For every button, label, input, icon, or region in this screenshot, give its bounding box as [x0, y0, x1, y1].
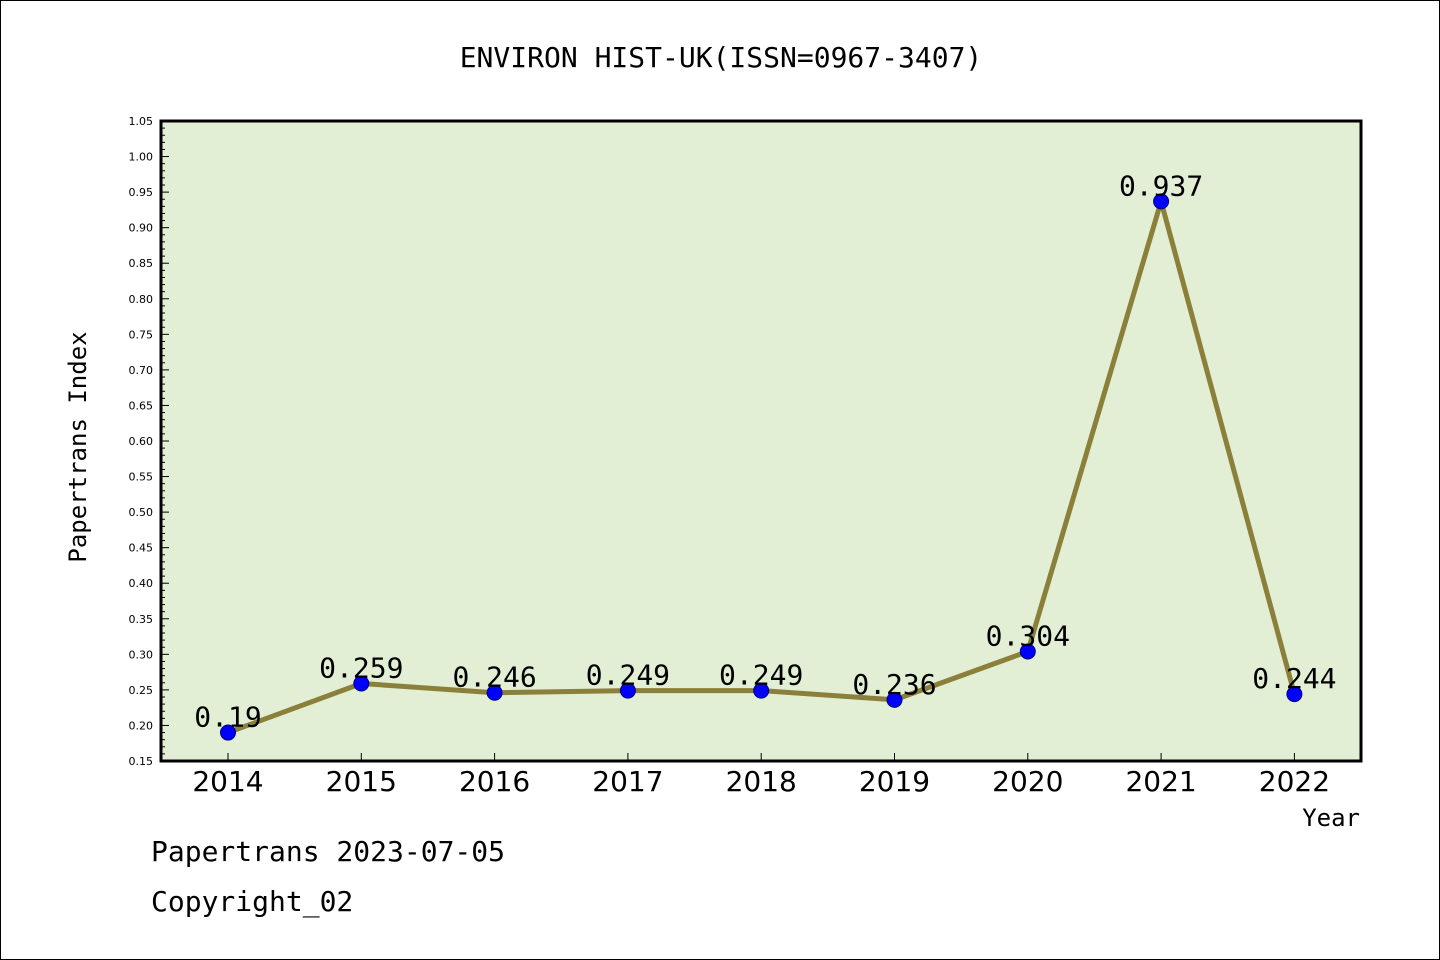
- data-point: [1286, 686, 1303, 703]
- y-tick-label: 0.55: [129, 471, 154, 484]
- y-tick-label: 0.45: [129, 542, 154, 555]
- series-group: 0.19 0.259 0.246 0.249 0.249 0.236 0.304 0.937 0…: [194, 169, 1337, 741]
- data-label: 0.937: [1119, 169, 1203, 202]
- data-label: 0.304: [986, 619, 1070, 652]
- y-tick-label: 0.70: [129, 364, 154, 377]
- y-tick-label: 0.15: [129, 755, 154, 768]
- plot-area: [161, 121, 1361, 761]
- x-tick-label: 2022: [1259, 765, 1330, 798]
- y-tick-label: 0.25: [129, 684, 154, 697]
- data-point: [1019, 643, 1036, 660]
- y-tick-label: 0.40: [129, 577, 154, 590]
- data-label: 0.246: [452, 661, 536, 694]
- data-point: [486, 684, 503, 701]
- y-tick-label: 1.05: [129, 115, 154, 128]
- y-tick-label: 0.30: [129, 648, 154, 661]
- data-label: 0.244: [1252, 662, 1336, 695]
- data-label: 0.236: [852, 668, 936, 701]
- x-axis-label: Year: [1302, 804, 1360, 832]
- y-axis-label: Papertrans Index: [64, 331, 92, 562]
- x-tick-label: 2016: [459, 765, 530, 798]
- y-tick-label: 0.90: [129, 222, 154, 235]
- y-tick-label: 1.00: [129, 151, 154, 164]
- y-tick-label: 0.35: [129, 613, 154, 626]
- data-label: 0.259: [319, 651, 403, 684]
- data-label: 0.19: [194, 701, 261, 734]
- data-point: [886, 691, 903, 708]
- footer-source: Papertrans 2023-07-05: [151, 835, 506, 868]
- y-tick-label: 0.60: [129, 435, 154, 448]
- x-tick-label: 2017: [592, 765, 663, 798]
- x-tick-label: 2021: [1125, 765, 1196, 798]
- data-point: [619, 682, 636, 699]
- y-tick-label: 0.75: [129, 328, 154, 341]
- x-tick-label: 2020: [992, 765, 1063, 798]
- x-tick-label: 2015: [326, 765, 397, 798]
- data-label: 0.249: [586, 659, 670, 692]
- x-tick-label: 2018: [726, 765, 797, 798]
- y-tick-label: 0.95: [129, 186, 154, 199]
- data-point: [220, 724, 236, 741]
- footer-copyright: Copyright_02: [151, 885, 354, 918]
- x-tick-label: 2014: [192, 765, 263, 798]
- y-tick-label: 0.50: [129, 506, 154, 519]
- y-tick-label: 0.20: [129, 719, 154, 732]
- data-label: 0.249: [719, 659, 803, 692]
- data-point: [1153, 193, 1170, 210]
- y-tick-label: 0.80: [129, 293, 154, 306]
- y-tick-label: 0.65: [129, 399, 154, 412]
- x-tick-label: 2019: [859, 765, 930, 798]
- data-point: [753, 682, 770, 699]
- data-point: [353, 675, 370, 692]
- y-tick-label: 0.85: [129, 257, 154, 270]
- chart-title: ENVIRON HIST-UK(ISSN=0967-3407): [460, 41, 983, 74]
- plot-frame: [159, 119, 1363, 763]
